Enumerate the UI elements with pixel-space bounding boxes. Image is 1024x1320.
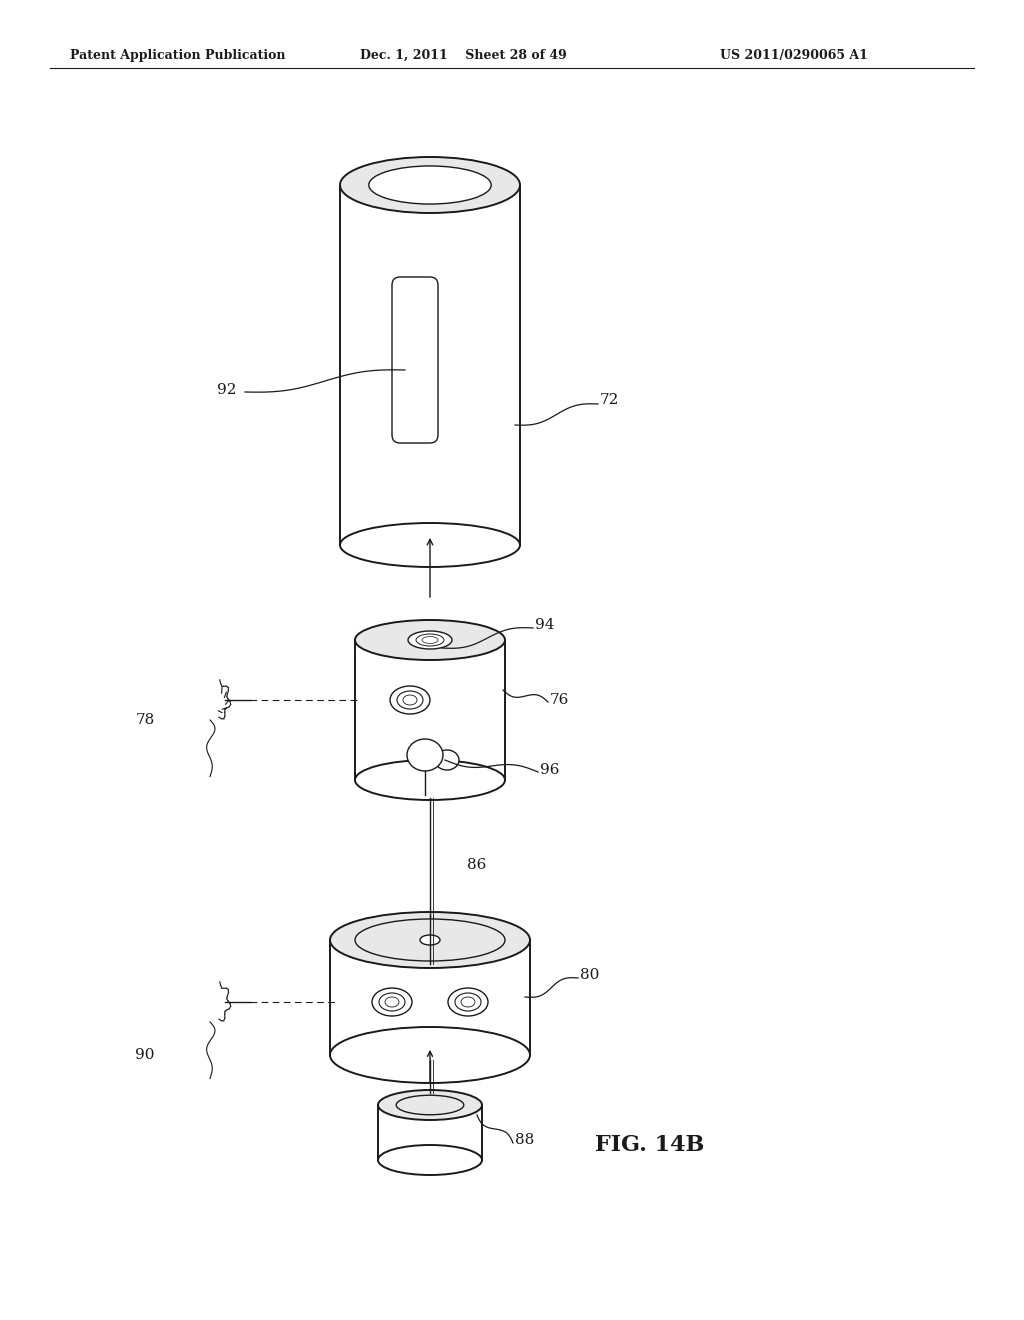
Text: 80: 80	[580, 968, 599, 982]
Ellipse shape	[378, 1144, 482, 1175]
Ellipse shape	[397, 690, 423, 709]
Text: 72: 72	[600, 393, 620, 407]
Ellipse shape	[378, 1090, 482, 1119]
Text: Dec. 1, 2011    Sheet 28 of 49: Dec. 1, 2011 Sheet 28 of 49	[360, 49, 566, 62]
Text: 88: 88	[515, 1133, 535, 1147]
Text: 92: 92	[217, 383, 237, 397]
Ellipse shape	[355, 620, 505, 660]
Text: 78: 78	[136, 713, 155, 727]
Text: Patent Application Publication: Patent Application Publication	[70, 49, 286, 62]
Ellipse shape	[455, 993, 481, 1011]
Ellipse shape	[355, 919, 505, 961]
Ellipse shape	[390, 686, 430, 714]
Polygon shape	[330, 940, 530, 1055]
Ellipse shape	[416, 634, 444, 645]
Ellipse shape	[330, 1027, 530, 1082]
Text: 90: 90	[135, 1048, 155, 1063]
Ellipse shape	[340, 157, 520, 213]
Text: 94: 94	[535, 618, 555, 632]
Text: US 2011/0290065 A1: US 2011/0290065 A1	[720, 49, 868, 62]
Polygon shape	[378, 1105, 482, 1160]
FancyBboxPatch shape	[392, 277, 438, 444]
Ellipse shape	[435, 750, 459, 770]
Text: FIG. 14B: FIG. 14B	[595, 1134, 705, 1156]
Text: 76: 76	[550, 693, 569, 708]
Ellipse shape	[461, 997, 475, 1007]
Ellipse shape	[379, 993, 406, 1011]
Text: 96: 96	[540, 763, 559, 777]
Ellipse shape	[372, 987, 412, 1016]
Ellipse shape	[407, 739, 443, 771]
Ellipse shape	[385, 997, 399, 1007]
Ellipse shape	[449, 987, 488, 1016]
Ellipse shape	[403, 696, 417, 705]
Ellipse shape	[408, 631, 452, 649]
Ellipse shape	[330, 912, 530, 968]
Polygon shape	[355, 640, 505, 780]
Ellipse shape	[369, 166, 492, 205]
Ellipse shape	[340, 523, 520, 568]
Ellipse shape	[355, 760, 505, 800]
Polygon shape	[340, 185, 520, 545]
Ellipse shape	[396, 1096, 464, 1115]
Ellipse shape	[422, 636, 438, 644]
Ellipse shape	[420, 935, 440, 945]
Text: 86: 86	[467, 858, 486, 873]
